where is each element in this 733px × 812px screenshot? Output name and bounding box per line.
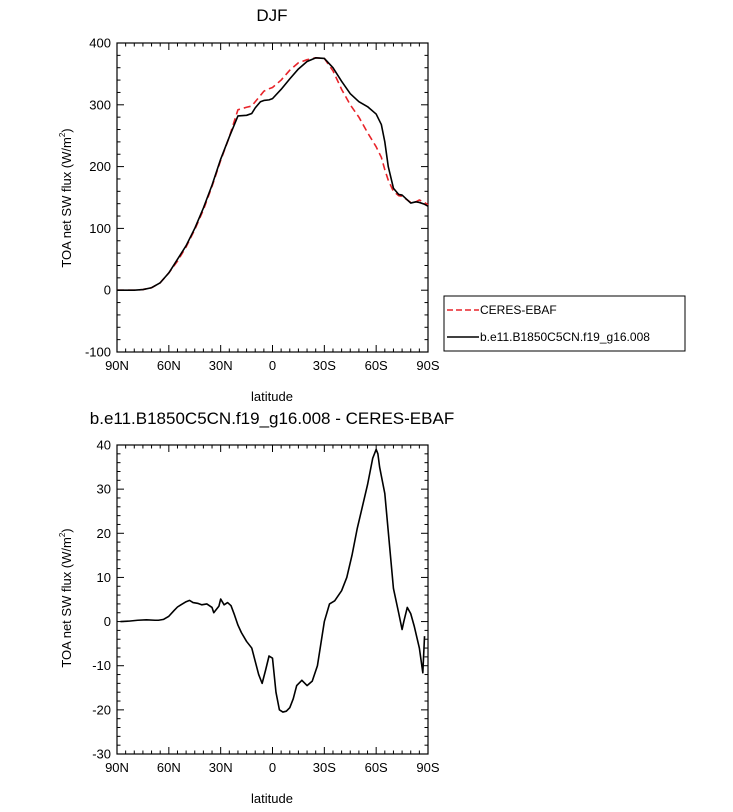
top-y-axis-label: TOA net SW flux (W/m2) [58,128,74,267]
legend: CERES-EBAF b.e11.B1850C5CN.f19_g16.008 [443,295,686,352]
legend-label-model: b.e11.B1850C5CN.f19_g16.008 [480,330,650,344]
top-x-tick-label: 90N [105,358,129,373]
top-y-tick-label: 400 [89,36,111,51]
bottom-x-tick-label: 60N [157,760,181,775]
top-y-tick-label: -100 [85,345,111,360]
bottom-x-tick-label: 90S [416,760,439,775]
top-x-tick-label: 0 [269,358,276,373]
bottom-x-tick-label: 0 [269,760,276,775]
bottom-y-tick-label: -30 [92,747,111,762]
bottom-x-tick-label: 30S [313,760,336,775]
top-x-tick-label: 90S [416,358,439,373]
bottom-y-tick-label: 20 [97,526,111,541]
bottom-x-tick-label: 60S [365,760,388,775]
top-panel: DJF 90N 60N 30N 0 30S 60S 90S -100 0 100 200 300 400… [58,6,686,404]
top-chart-title: DJF [256,6,287,25]
bottom-x-tick-label: 90N [105,760,129,775]
bottom-y-tick-label: 0 [104,614,111,629]
top-y-tick-label: 0 [104,283,111,298]
bottom-y-tick-label: -10 [92,658,111,673]
top-x-axis-label: latitude [251,389,293,404]
bottom-plot-frame [116,444,429,755]
bottom-x-tick-label: 30N [209,760,233,775]
bottom-series-line-0 [120,448,426,713]
top-series-line-0 [117,57,429,291]
bottom-y-tick-label: 10 [97,570,111,585]
bottom-y-tick-label: 30 [97,482,111,497]
bottom-chart-title: b.e11.B1850C5CN.f19_g16.008 - CERES-EBAF [90,409,454,428]
legend-label-ceres: CERES-EBAF [480,303,557,317]
top-y-tick-label: 100 [89,221,111,236]
top-x-tick-label: 60S [365,358,388,373]
legend-box [443,295,686,352]
top-x-tick-label: 30N [209,358,233,373]
bottom-x-axis-label: latitude [251,791,293,806]
top-y-tick-label: 300 [89,97,111,112]
bottom-y-axis-label: TOA net SW flux (W/m2) [58,528,74,667]
bottom-y-tick-label: -20 [92,702,111,717]
top-x-tick-label: 30S [313,358,336,373]
bottom-y-tick-label: 40 [97,438,111,453]
top-plot-frame [116,42,429,353]
top-plot-area: 90N 60N 30N 0 30S 60S 90S -100 0 100 200 300 400 [85,36,440,374]
top-series-line-1 [117,57,429,291]
top-x-tick-label: 60N [157,358,181,373]
top-y-tick-label: 200 [89,159,111,174]
bottom-plot-area: 90N 60N 30N 0 30S 60S 90S -30 -20 -10 0 10 20 30 40 [92,438,440,776]
bottom-panel: b.e11.B1850C5CN.f19_g16.008 - CERES-EBAF… [58,409,454,806]
